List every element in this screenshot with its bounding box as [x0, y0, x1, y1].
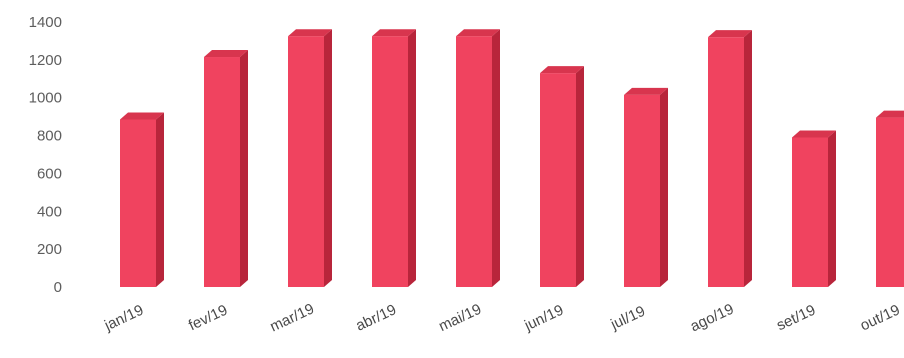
bar-top-face [708, 30, 752, 38]
bar [540, 66, 584, 287]
bar-top-face [792, 130, 836, 138]
bars-group [120, 29, 904, 288]
bar-side-face [240, 50, 248, 288]
bar [456, 29, 500, 288]
bar [876, 110, 904, 287]
bar-front-face [288, 36, 324, 288]
y-axis: 0 200 400 600 800 1000 1200 1400 [29, 14, 62, 296]
x-tick-label: set/19 [774, 302, 818, 335]
y-tick-label: 600 [37, 165, 62, 182]
bar [624, 87, 668, 287]
x-tick-label: abr/19 [353, 301, 399, 334]
x-tick-label: out/19 [858, 301, 903, 334]
x-tick-label: ago/19 [688, 301, 737, 336]
bar-side-face [828, 130, 836, 287]
y-tick-label: 1000 [29, 90, 62, 107]
bar [288, 29, 332, 288]
bar-side-face [744, 30, 752, 288]
bar-side-face [324, 29, 332, 287]
y-tick-label: 800 [37, 128, 62, 145]
bar-front-face [120, 119, 156, 287]
x-tick-label: jul/19 [607, 303, 648, 334]
bar-top-face [288, 29, 332, 37]
x-axis: jan/19 fev/19 mar/19 abr/19 mai/19 jun/19 jul/… [101, 300, 903, 335]
bar-top-face [120, 112, 164, 120]
bar [372, 29, 416, 288]
bar-front-face [204, 57, 240, 288]
bar-side-face [156, 112, 164, 287]
bar-front-face [540, 73, 576, 287]
bar-top-face [540, 66, 584, 74]
y-tick-label: 1400 [29, 14, 62, 31]
bar-front-face [624, 94, 660, 287]
x-tick-label: fev/19 [186, 302, 230, 335]
y-tick-label: 200 [37, 241, 62, 258]
bar-top-face [876, 110, 904, 118]
bar [120, 112, 164, 287]
x-tick-label: mar/19 [267, 300, 316, 335]
bar-front-face [372, 36, 408, 288]
bar-side-face [660, 87, 668, 287]
bar-top-face [204, 50, 248, 58]
bar-side-face [408, 29, 416, 287]
bar-front-face [708, 37, 744, 288]
bar-front-face [792, 137, 828, 287]
bar-top-face [624, 87, 668, 95]
y-tick-label: 0 [54, 279, 62, 296]
bar-top-face [456, 29, 500, 37]
bar-front-face [876, 117, 904, 287]
bar-side-face [492, 29, 500, 287]
bar [204, 50, 248, 288]
x-tick-label: jun/19 [521, 302, 566, 335]
bar-front-face [456, 36, 492, 288]
y-tick-label: 400 [37, 203, 62, 220]
bar-side-face [576, 66, 584, 287]
y-tick-label: 1200 [29, 52, 62, 69]
bar [708, 30, 752, 288]
bar-top-face [372, 29, 416, 37]
bar [792, 130, 836, 287]
x-tick-label: jan/19 [101, 302, 146, 335]
x-tick-label: mai/19 [436, 301, 484, 335]
